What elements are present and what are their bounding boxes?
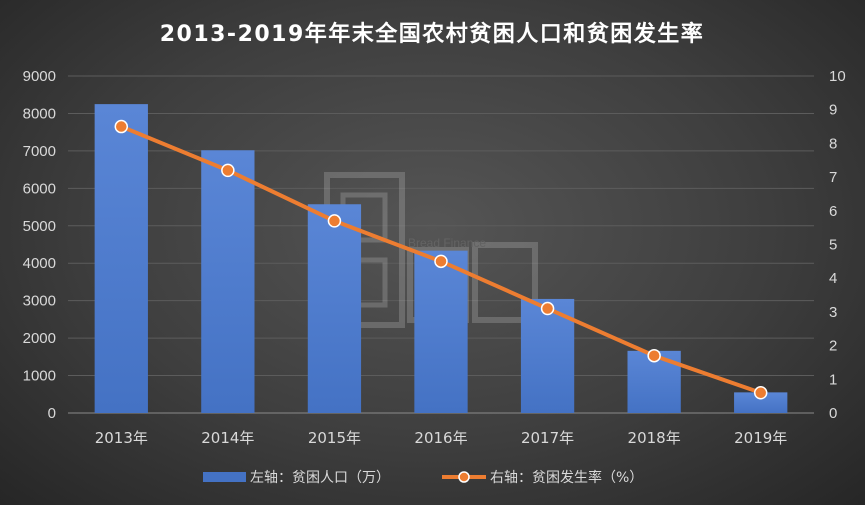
left-tick-label: 6000 bbox=[23, 180, 56, 197]
right-axis: 0 1 2 3 4 5 6 7 8 9 10 bbox=[829, 68, 846, 422]
left-tick-label: 4000 bbox=[23, 255, 56, 272]
legend-line-label: 右轴：贫困发生率（%） bbox=[490, 469, 643, 486]
line-point bbox=[114, 119, 129, 134]
right-tick-label: 4 bbox=[829, 270, 837, 287]
line-point bbox=[647, 348, 661, 363]
left-tick-label: 8000 bbox=[23, 105, 56, 122]
left-tick-label: 0 bbox=[48, 405, 56, 422]
bar bbox=[414, 250, 468, 413]
legend: 左轴：贫困人口（万） 右轴：贫困发生率（%） bbox=[203, 469, 643, 486]
x-tick-label: 2016年 bbox=[414, 429, 467, 447]
bar bbox=[734, 392, 788, 413]
left-tick-label: 2000 bbox=[23, 330, 56, 347]
left-tick-label: 7000 bbox=[23, 143, 56, 160]
line-point bbox=[221, 163, 235, 178]
x-tick-label: 2019年 bbox=[734, 429, 787, 447]
right-tick-label: 5 bbox=[829, 237, 837, 254]
line-series bbox=[114, 119, 768, 400]
right-tick-label: 1 bbox=[829, 371, 837, 388]
left-tick-label: 9000 bbox=[23, 68, 56, 85]
x-tick-label: 2018年 bbox=[628, 429, 681, 447]
legend-line-marker bbox=[458, 471, 470, 483]
x-tick-label: 2013年 bbox=[95, 429, 148, 447]
right-tick-label: 7 bbox=[829, 169, 837, 186]
legend-bar-label: 左轴：贫困人口（万） bbox=[250, 470, 390, 486]
left-axis: 0 1000 2000 3000 4000 5000 6000 7000 8000 9000 bbox=[23, 68, 56, 422]
right-tick-label: 0 bbox=[829, 405, 837, 422]
x-axis: 2013年 2014年 2015年 2016年 2017年 2018年 2019年 bbox=[95, 429, 788, 447]
left-tick-label: 1000 bbox=[23, 368, 56, 385]
right-tick-label: 8 bbox=[829, 135, 837, 152]
right-tick-label: 3 bbox=[829, 304, 837, 321]
bar bbox=[201, 150, 255, 414]
watermark-text: Bread Finance bbox=[408, 236, 486, 250]
bar bbox=[307, 204, 362, 413]
line-point bbox=[434, 254, 448, 269]
right-tick-label: 6 bbox=[829, 203, 837, 220]
x-tick-label: 2014年 bbox=[201, 429, 254, 447]
x-tick-label: 2015年 bbox=[308, 429, 361, 447]
bar bbox=[94, 104, 148, 413]
left-tick-label: 5000 bbox=[23, 218, 56, 235]
bar-series bbox=[94, 104, 788, 414]
left-tick-label: 3000 bbox=[23, 293, 56, 310]
line-point bbox=[327, 214, 342, 228]
line-point bbox=[540, 301, 555, 316]
right-tick-label: 10 bbox=[829, 68, 846, 85]
chart-title: 2013-2019年年末全国农村贫困人口和贫困发生率 bbox=[160, 21, 705, 47]
legend-bar-swatch bbox=[203, 472, 246, 482]
x-tick-label: 2017年 bbox=[521, 429, 574, 447]
line-point bbox=[753, 386, 768, 400]
right-tick-label: 2 bbox=[829, 338, 837, 355]
right-tick-label: 9 bbox=[829, 102, 837, 119]
